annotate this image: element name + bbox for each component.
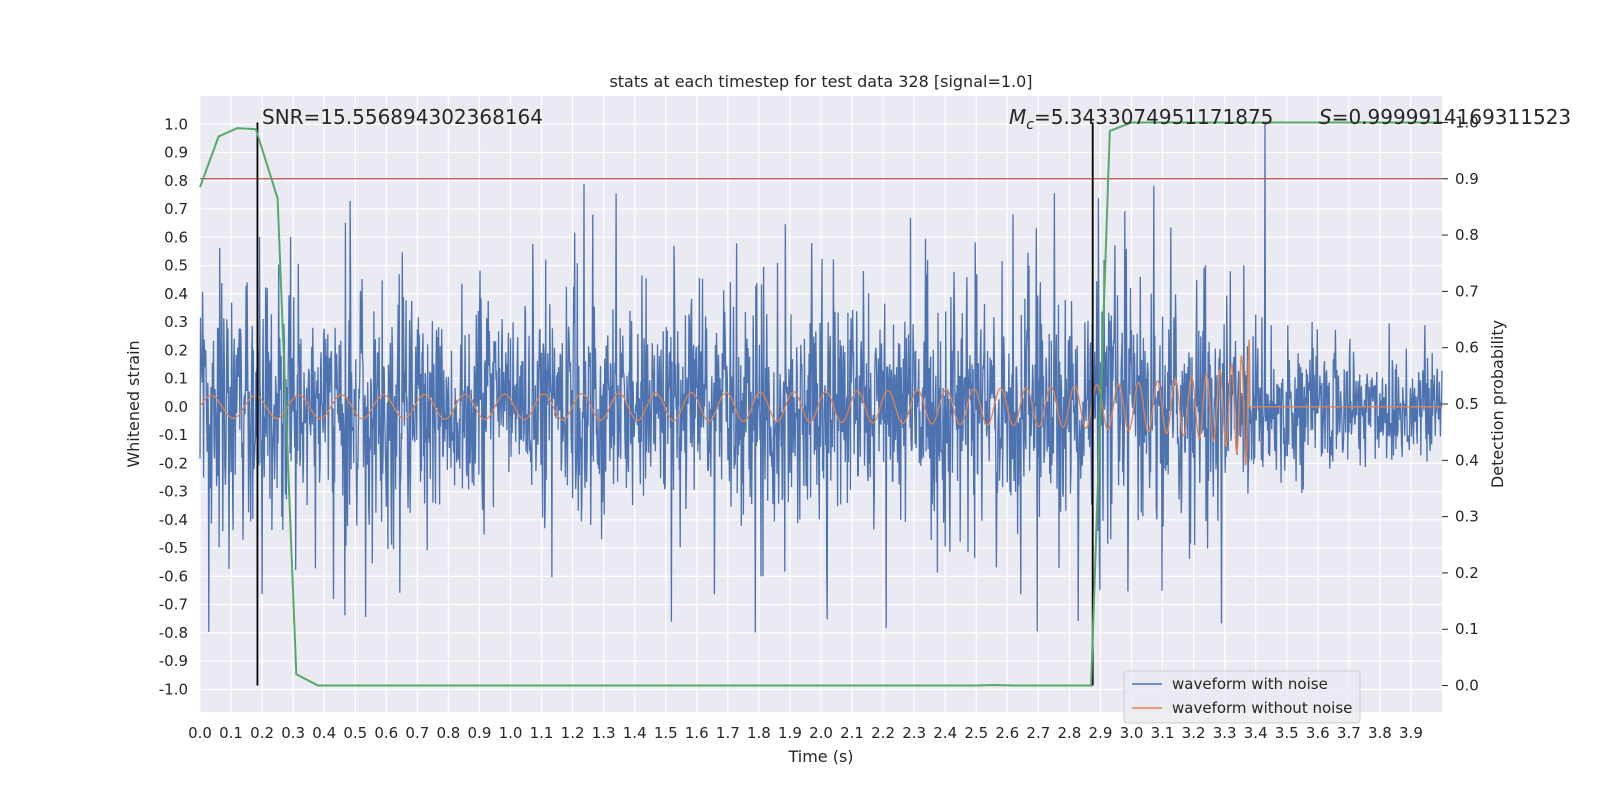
- x-tick-label: 2.7: [1026, 724, 1050, 742]
- x-tick-label: 1.9: [778, 724, 802, 742]
- y-tick-label-left: 0.7: [164, 200, 188, 218]
- x-tick-label: 0.9: [468, 724, 492, 742]
- y-tick-label-left: -0.8: [159, 624, 188, 642]
- x-tick-label: 3.0: [1120, 724, 1144, 742]
- legend-label-noise: waveform with noise: [1172, 675, 1328, 693]
- x-tick-label: 3.8: [1368, 724, 1392, 742]
- x-tick-label: 3.9: [1399, 724, 1423, 742]
- y-tick-label-left: -0.3: [159, 483, 188, 501]
- y-tick-label-left: 1.0: [164, 115, 188, 133]
- x-tick-label: 1.0: [499, 724, 523, 742]
- chirp-mass-subscript: c: [1026, 117, 1034, 133]
- x-tick-label: 0.5: [343, 724, 367, 742]
- x-tick-label: 2.2: [871, 724, 895, 742]
- x-tick-label: 3.1: [1151, 724, 1175, 742]
- score-value: =0.9999914169311523: [1332, 105, 1571, 129]
- snr-annotation: SNR=15.556894302368164: [262, 105, 543, 129]
- data-layer: [199, 121, 1443, 687]
- x-tick-label: 1.7: [716, 724, 740, 742]
- y-tick-label-right: 0.5: [1455, 395, 1479, 413]
- y-tick-label-left: 0.9: [164, 144, 188, 162]
- y-tick-label-right: 1.0: [1455, 113, 1479, 131]
- y-tick-label-left: 0.5: [164, 257, 188, 275]
- noisy-waveform-line: [199, 124, 1443, 633]
- x-tick-label: 1.6: [685, 724, 709, 742]
- chart-title: stats at each timestep for test data 328…: [609, 72, 1032, 91]
- y-tick-label-right: 0.9: [1455, 170, 1479, 188]
- y-tick-label-left: -0.9: [159, 652, 188, 670]
- x-tick-label: 3.7: [1337, 724, 1361, 742]
- chirp-mass-symbol: M: [1009, 105, 1026, 129]
- x-tick-label: 2.5: [964, 724, 988, 742]
- x-tick-label: 2.1: [840, 724, 864, 742]
- y-tick-label-left: 0.0: [164, 398, 188, 416]
- score-annotation: S=0.9999914169311523: [1319, 105, 1571, 129]
- x-tick-label: 1.8: [747, 724, 771, 742]
- y-axis-label-right: Detection probability: [1488, 320, 1507, 488]
- y-tick-label-left: 0.3: [164, 313, 188, 331]
- x-tick-label: 0.4: [312, 724, 336, 742]
- y-tick-label-right: 0.1: [1455, 620, 1479, 638]
- tick-layer: 0.0 0.1 0.2 0.3 0.4 0.5 0.6 0.7 0.8 0.9 1.0 1.1 1.2 1…: [159, 113, 1479, 742]
- y-tick-label-right: 0.3: [1455, 508, 1479, 526]
- legend-label-clean: waveform without noise: [1172, 699, 1352, 717]
- x-tick-label: 0.7: [405, 724, 429, 742]
- x-tick-label: 2.6: [995, 724, 1019, 742]
- y-tick-label-left: 0.2: [164, 341, 188, 359]
- x-tick-label: 2.9: [1089, 724, 1113, 742]
- score-symbol: S: [1319, 105, 1332, 129]
- y-tick-label-left: 0.8: [164, 172, 188, 190]
- x-tick-label: 0.6: [374, 724, 398, 742]
- y-tick-label-right: 0.6: [1455, 339, 1479, 357]
- y-tick-label-left: 0.4: [164, 285, 188, 303]
- y-tick-label-left: -0.1: [159, 426, 188, 444]
- y-tick-label-left: -0.2: [159, 454, 188, 472]
- x-tick-label: 0.2: [250, 724, 274, 742]
- y-tick-label-left: -0.7: [159, 596, 188, 614]
- y-tick-label-right: 0.7: [1455, 282, 1479, 300]
- legend-box: [1123, 670, 1361, 724]
- x-tick-label: 1.4: [623, 724, 647, 742]
- y-tick-label-right: 0.4: [1455, 451, 1479, 469]
- x-tick-label: 3.3: [1213, 724, 1237, 742]
- x-tick-label: 1.5: [654, 724, 678, 742]
- y-tick-label-right: 0.8: [1455, 226, 1479, 244]
- x-tick-label: 1.1: [530, 724, 554, 742]
- chirp-mass-annotation: Mc=5.3433074951171875: [1009, 105, 1273, 133]
- x-tick-label: 2.8: [1057, 724, 1081, 742]
- y-tick-label-left: -0.6: [159, 567, 188, 585]
- x-tick-label: 0.3: [281, 724, 305, 742]
- y-axis-label-left: Whitened strain: [124, 340, 143, 467]
- x-tick-label: 0.8: [436, 724, 460, 742]
- x-tick-label: 3.6: [1306, 724, 1330, 742]
- y-tick-label-left: 0.6: [164, 228, 188, 246]
- y-tick-label-left: -0.4: [159, 511, 188, 529]
- x-tick-label: 3.2: [1182, 724, 1206, 742]
- x-tick-label: 2.4: [933, 724, 957, 742]
- x-axis-label: Time (s): [787, 747, 853, 766]
- x-tick-label: 0.1: [219, 724, 243, 742]
- y-tick-label-right: 0.2: [1455, 564, 1479, 582]
- x-tick-label: 2.3: [902, 724, 926, 742]
- y-tick-label-left: -0.5: [159, 539, 188, 557]
- clean-waveform-line: [199, 339, 1442, 466]
- x-tick-label: 3.5: [1275, 724, 1299, 742]
- legend: waveform with noise waveform without noi…: [1123, 670, 1361, 724]
- y-tick-label-left: -1.0: [159, 680, 188, 698]
- x-tick-label: 2.0: [809, 724, 833, 742]
- x-tick-label: 0.0: [188, 724, 212, 742]
- y-tick-label-right: 0.0: [1455, 677, 1479, 695]
- chirp-mass-value: =5.3433074951171875: [1034, 105, 1273, 129]
- detection-probability-line: [199, 121, 1442, 687]
- y-tick-label-left: 0.1: [164, 370, 188, 388]
- x-tick-label: 1.2: [561, 724, 585, 742]
- x-tick-label: 3.4: [1244, 724, 1268, 742]
- x-tick-label: 1.3: [592, 724, 616, 742]
